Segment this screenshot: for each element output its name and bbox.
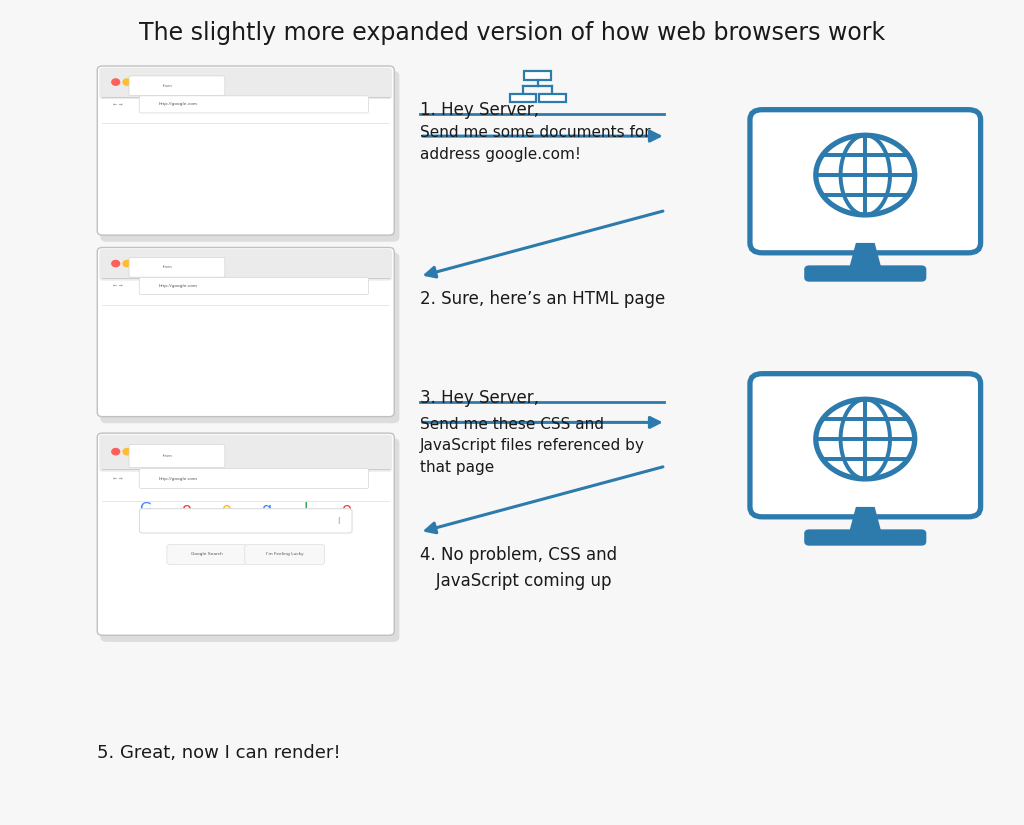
Text: ← →: ← → (113, 476, 123, 481)
FancyBboxPatch shape (129, 257, 225, 277)
Text: I'm Feeling Lucky: I'm Feeling Lucky (266, 553, 303, 557)
Text: http://google.com: http://google.com (159, 102, 198, 106)
Text: o: o (221, 502, 230, 517)
Text: The slightly more expanded version of how web browsers work: The slightly more expanded version of ho… (139, 21, 885, 45)
Text: 1. Hey Server,: 1. Hey Server, (420, 101, 539, 119)
Text: http://google.com: http://google.com (159, 477, 198, 480)
FancyBboxPatch shape (139, 96, 369, 113)
Polygon shape (849, 243, 882, 270)
Text: ← →: ← → (113, 283, 123, 289)
FancyBboxPatch shape (804, 530, 927, 545)
Text: finen: finen (163, 266, 173, 269)
Circle shape (112, 79, 120, 85)
FancyBboxPatch shape (540, 93, 565, 102)
Circle shape (112, 261, 120, 266)
Text: 3. Hey Server,: 3. Hey Server, (420, 389, 539, 408)
Text: e: e (341, 502, 351, 517)
Polygon shape (849, 507, 882, 534)
FancyBboxPatch shape (510, 93, 536, 102)
FancyBboxPatch shape (129, 445, 225, 468)
Text: g: g (261, 502, 271, 517)
Text: o: o (180, 502, 190, 517)
Text: finen: finen (163, 84, 173, 87)
FancyBboxPatch shape (139, 277, 369, 295)
FancyBboxPatch shape (750, 110, 981, 252)
FancyBboxPatch shape (245, 544, 325, 564)
Circle shape (134, 449, 142, 455)
Text: l: l (304, 502, 308, 517)
FancyBboxPatch shape (804, 266, 927, 281)
Text: 5. Great, now I can render!: 5. Great, now I can render! (97, 744, 341, 762)
Text: |: | (338, 517, 340, 525)
Circle shape (123, 261, 131, 266)
FancyBboxPatch shape (750, 374, 981, 516)
FancyBboxPatch shape (99, 249, 392, 281)
Text: ← →: ← → (113, 101, 123, 107)
FancyBboxPatch shape (167, 544, 247, 564)
FancyBboxPatch shape (100, 252, 399, 423)
Circle shape (123, 449, 131, 455)
Text: 4. No problem, CSS and
   JavaScript coming up: 4. No problem, CSS and JavaScript coming… (420, 546, 617, 590)
FancyBboxPatch shape (100, 438, 399, 642)
Circle shape (134, 79, 142, 85)
Circle shape (123, 79, 131, 85)
Text: 2. Sure, here’s an HTML page: 2. Sure, here’s an HTML page (420, 290, 666, 309)
Circle shape (134, 261, 142, 266)
FancyBboxPatch shape (97, 248, 394, 417)
FancyBboxPatch shape (99, 435, 392, 472)
FancyBboxPatch shape (139, 469, 369, 488)
FancyBboxPatch shape (524, 71, 551, 80)
FancyBboxPatch shape (97, 433, 394, 635)
FancyBboxPatch shape (129, 76, 225, 96)
Text: Google Search: Google Search (190, 553, 223, 557)
Text: G: G (139, 502, 152, 517)
Text: finen: finen (163, 454, 173, 458)
Text: Send me these CSS and
JavaScript files referenced by
that page: Send me these CSS and JavaScript files r… (420, 417, 645, 475)
FancyBboxPatch shape (97, 66, 394, 235)
Circle shape (112, 449, 120, 455)
Text: http://google.com: http://google.com (159, 284, 198, 288)
FancyBboxPatch shape (99, 68, 392, 99)
FancyBboxPatch shape (139, 509, 352, 533)
FancyBboxPatch shape (100, 71, 399, 242)
Text: Send me some documents for
address google.com!: Send me some documents for address googl… (420, 125, 650, 162)
